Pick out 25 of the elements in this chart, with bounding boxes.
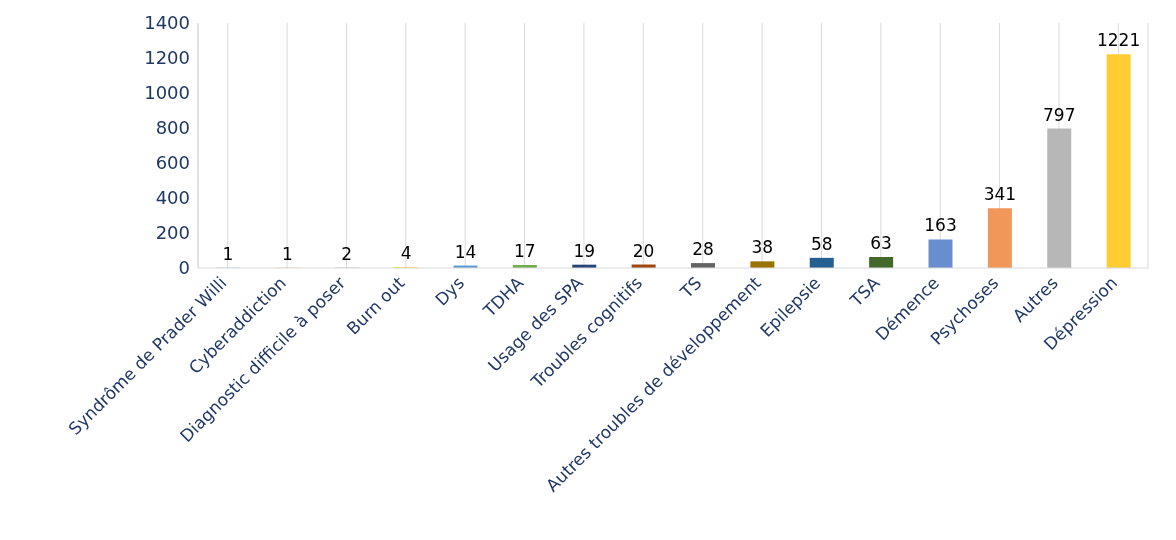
y-tick-label: 200 [155, 222, 190, 244]
data-label: 1 [281, 243, 293, 264]
data-label: 20 [632, 240, 655, 261]
y-tick-label: 1200 [144, 47, 190, 69]
data-label: 4 [400, 243, 412, 264]
data-label: 341 [983, 184, 1017, 205]
data-label: 63 [870, 232, 892, 253]
y-tick-label: 800 [155, 117, 190, 139]
y-tick-label: 1000 [144, 82, 190, 104]
data-label: 2 [341, 243, 353, 264]
data-label: 38 [751, 237, 774, 258]
y-tick-label: 0 [178, 257, 190, 279]
data-label: 17 [514, 241, 536, 262]
data-label: 1221 [1096, 30, 1141, 51]
data-label: 1 [222, 243, 234, 264]
x-tick-label: Dys [431, 272, 469, 310]
y-tick-label: 1400 [144, 12, 190, 34]
data-label: 58 [810, 233, 833, 254]
data-label: 163 [924, 215, 957, 236]
y-tick-label: 400 [155, 187, 190, 209]
data-label: 797 [1043, 104, 1076, 125]
data-label: 28 [692, 239, 714, 260]
data-label: 14 [454, 241, 477, 262]
data-label: 19 [573, 240, 596, 261]
y-tick-label: 600 [155, 152, 190, 174]
